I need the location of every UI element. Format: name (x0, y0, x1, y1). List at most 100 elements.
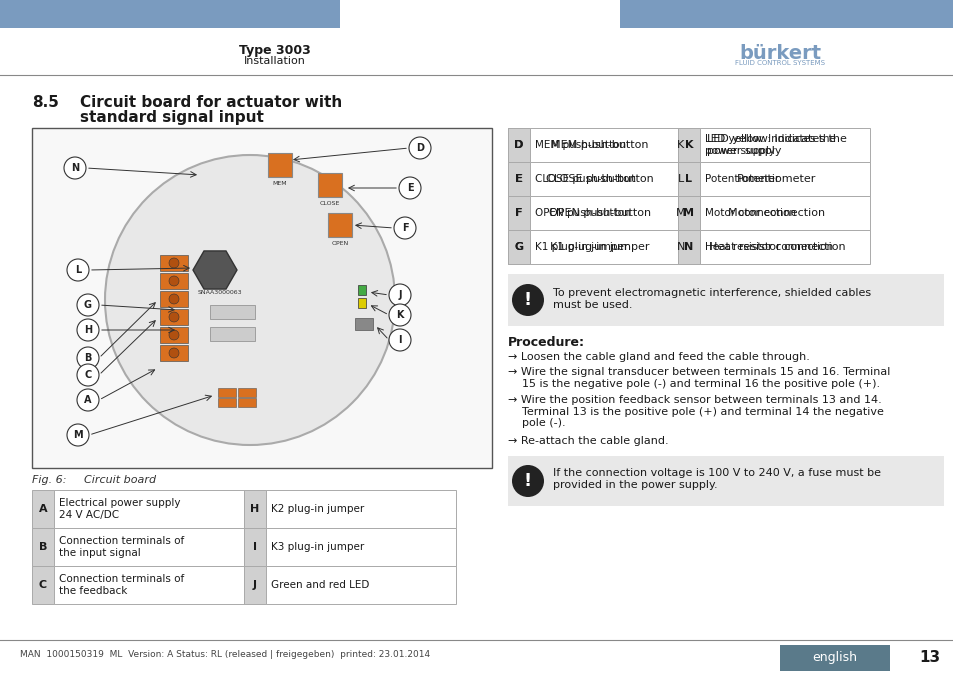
Text: G: G (514, 242, 523, 252)
FancyBboxPatch shape (507, 196, 530, 230)
Text: → Wire the signal transducer between terminals 15 and 16. Terminal
    15 is the: → Wire the signal transducer between ter… (507, 367, 889, 388)
FancyBboxPatch shape (530, 196, 669, 230)
FancyBboxPatch shape (266, 566, 456, 604)
Text: → Loosen the cable gland and feed the cable through.: → Loosen the cable gland and feed the ca… (507, 352, 809, 362)
FancyBboxPatch shape (0, 0, 339, 28)
Text: OPEN push-button: OPEN push-button (548, 208, 650, 218)
Text: J: J (397, 290, 401, 300)
Text: MAN  1000150319  ML  Version: A Status: RL (released | freigegeben)  printed: 23: MAN 1000150319 ML Version: A Status: RL … (20, 650, 430, 659)
FancyBboxPatch shape (530, 128, 669, 162)
FancyBboxPatch shape (237, 398, 255, 407)
Text: Electrical power supply
24 V AC/DC: Electrical power supply 24 V AC/DC (59, 498, 180, 520)
FancyBboxPatch shape (669, 128, 691, 162)
Circle shape (77, 319, 99, 341)
Circle shape (67, 424, 89, 446)
Text: F: F (515, 208, 522, 218)
FancyBboxPatch shape (691, 230, 862, 264)
FancyBboxPatch shape (507, 230, 530, 264)
FancyBboxPatch shape (507, 456, 943, 506)
Text: Motor connection: Motor connection (728, 208, 824, 218)
Text: 13: 13 (919, 651, 940, 666)
Text: D: D (514, 140, 523, 150)
Text: H: H (250, 504, 259, 514)
FancyBboxPatch shape (700, 196, 869, 230)
FancyBboxPatch shape (507, 162, 530, 196)
Text: L: L (678, 174, 683, 184)
FancyBboxPatch shape (678, 128, 700, 162)
Text: Green and red LED: Green and red LED (271, 580, 369, 590)
Text: Connection terminals of
the input signal: Connection terminals of the input signal (59, 536, 184, 558)
Text: Motor connection: Motor connection (704, 208, 795, 218)
Circle shape (394, 217, 416, 239)
Text: C: C (39, 580, 47, 590)
Text: bürkert: bürkert (739, 44, 821, 63)
FancyBboxPatch shape (507, 128, 530, 162)
FancyBboxPatch shape (160, 273, 188, 289)
Text: CLOSE: CLOSE (319, 201, 340, 206)
FancyBboxPatch shape (530, 196, 678, 230)
FancyBboxPatch shape (244, 490, 266, 528)
Text: Potentiometer: Potentiometer (704, 174, 779, 184)
Text: E: E (515, 174, 522, 184)
Text: F: F (401, 223, 408, 233)
Text: F: F (516, 208, 521, 218)
FancyBboxPatch shape (266, 528, 456, 566)
Circle shape (169, 276, 179, 286)
Text: english: english (812, 651, 857, 664)
FancyBboxPatch shape (678, 230, 700, 264)
Text: I: I (253, 542, 256, 552)
FancyBboxPatch shape (780, 645, 889, 671)
Text: → Re-attach the cable gland.: → Re-attach the cable gland. (507, 436, 668, 446)
FancyBboxPatch shape (507, 162, 530, 196)
FancyBboxPatch shape (691, 128, 862, 162)
Circle shape (409, 137, 431, 159)
FancyBboxPatch shape (678, 162, 700, 196)
FancyBboxPatch shape (54, 490, 244, 528)
Text: N: N (676, 242, 684, 252)
FancyBboxPatch shape (530, 230, 669, 264)
Circle shape (169, 330, 179, 340)
FancyBboxPatch shape (328, 213, 352, 237)
Text: K: K (684, 140, 693, 150)
Text: Circuit board for actuator with: Circuit board for actuator with (80, 95, 342, 110)
FancyBboxPatch shape (160, 255, 188, 271)
Circle shape (389, 329, 411, 351)
FancyBboxPatch shape (54, 528, 244, 566)
FancyBboxPatch shape (32, 566, 54, 604)
FancyBboxPatch shape (237, 388, 255, 397)
Text: A: A (84, 395, 91, 405)
FancyBboxPatch shape (218, 398, 235, 407)
FancyBboxPatch shape (507, 196, 530, 230)
Text: Heat resistor connection: Heat resistor connection (708, 242, 844, 252)
Circle shape (77, 364, 99, 386)
Text: CLOSE push-button: CLOSE push-button (535, 174, 636, 184)
Text: Heat resistor connection: Heat resistor connection (704, 242, 832, 252)
Text: LED yellow: Indicates the
power supply: LED yellow: Indicates the power supply (704, 134, 835, 156)
Polygon shape (193, 251, 236, 289)
FancyBboxPatch shape (507, 274, 943, 326)
FancyBboxPatch shape (530, 162, 669, 196)
FancyBboxPatch shape (678, 196, 700, 230)
FancyBboxPatch shape (160, 309, 188, 325)
FancyBboxPatch shape (32, 490, 54, 528)
Text: D: D (515, 140, 522, 150)
FancyBboxPatch shape (619, 0, 953, 28)
Text: CLOSE push-button: CLOSE push-button (545, 174, 653, 184)
FancyBboxPatch shape (160, 327, 188, 343)
Text: Installation: Installation (244, 56, 306, 66)
FancyBboxPatch shape (691, 196, 862, 230)
Text: K1 plug-in jumper: K1 plug-in jumper (535, 242, 628, 252)
Text: LED yellow: Indicates the
power supply: LED yellow: Indicates the power supply (706, 134, 846, 156)
Text: B: B (39, 542, 47, 552)
FancyBboxPatch shape (357, 285, 366, 295)
Text: Procedure:: Procedure: (507, 336, 584, 349)
Text: Potentiometer: Potentiometer (737, 174, 816, 184)
Text: E: E (406, 183, 413, 193)
Text: MEM push-button: MEM push-button (535, 140, 625, 150)
Text: Fig. 6:     Circuit board: Fig. 6: Circuit board (32, 475, 156, 485)
Circle shape (77, 294, 99, 316)
FancyBboxPatch shape (244, 528, 266, 566)
Text: MEM: MEM (273, 181, 287, 186)
Circle shape (389, 304, 411, 326)
Circle shape (77, 347, 99, 369)
